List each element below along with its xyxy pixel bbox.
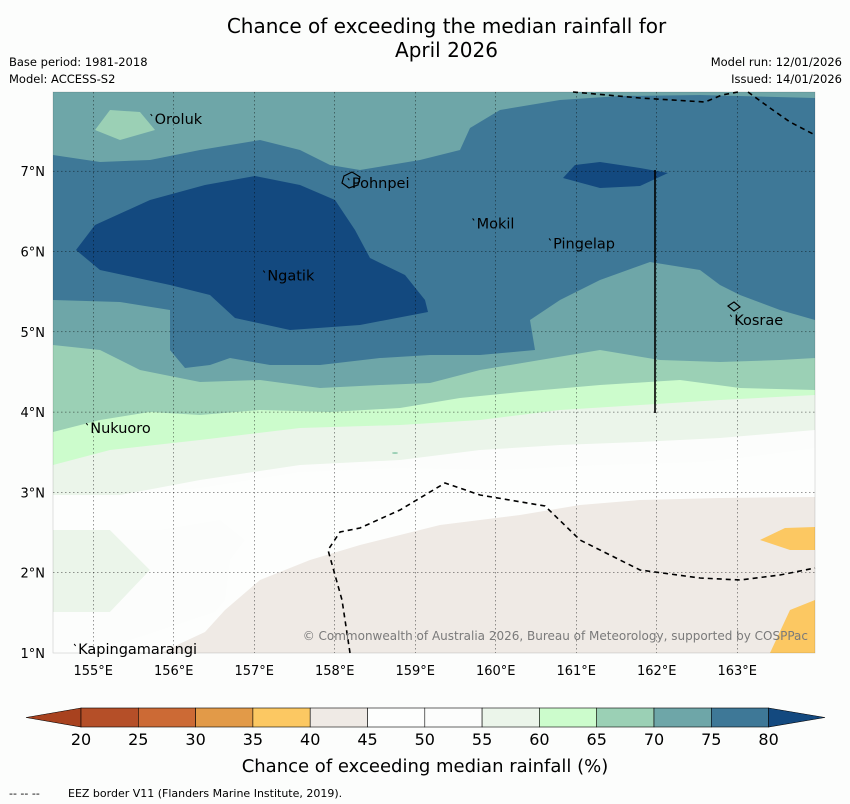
base-period: Base period: 1981-2018 bbox=[9, 55, 148, 69]
colorbar-segment bbox=[252, 707, 311, 728]
colorbar-segment bbox=[596, 707, 655, 728]
lon-tick-label: 162°E bbox=[637, 664, 677, 679]
copyright-credit: © Commonwealth of Australia 2026, Bureau… bbox=[303, 629, 808, 643]
colorbar: 20 25 30 35 40 45 50 55 60 65 70 75 80 bbox=[25, 707, 826, 749]
colorbar-tick-label: 75 bbox=[701, 730, 721, 749]
place-marker bbox=[347, 177, 350, 181]
colorbar-segment bbox=[80, 707, 139, 728]
colorbar-segment bbox=[138, 707, 196, 728]
colorbar-tick-label: 45 bbox=[357, 730, 377, 749]
contour-35-40-east bbox=[760, 527, 815, 550]
contour-above-80-west bbox=[76, 176, 428, 330]
place-label: Kapingamarangi bbox=[78, 642, 197, 658]
colorbar-tick-label: 65 bbox=[587, 730, 607, 749]
contour-speck bbox=[392, 452, 398, 454]
eez-legend-symbol: -- -- -- bbox=[9, 787, 40, 800]
place-label: Kosrae bbox=[734, 313, 783, 329]
place-label: Ngatik bbox=[267, 269, 315, 285]
colorbar-tick-label: 50 bbox=[415, 730, 435, 749]
lat-tick-label: 1°N bbox=[21, 647, 46, 662]
lat-tick-label: 7°N bbox=[21, 165, 46, 180]
place-marker bbox=[150, 113, 153, 117]
longitude-axis: 155°E 156°E 157°E 158°E 159°E 160°E 161°E 162°E… bbox=[73, 664, 757, 679]
title-line-1: Chance of exceeding the median rainfall … bbox=[226, 14, 667, 38]
map-title: Chance of exceeding the median rainfall … bbox=[0, 14, 850, 62]
colorbar-segment bbox=[309, 707, 368, 728]
lon-tick-label: 160°E bbox=[476, 664, 516, 679]
contour-65-70-oroluk bbox=[95, 110, 155, 140]
island-outlines bbox=[341, 171, 742, 312]
place-label: Oroluk bbox=[155, 112, 203, 128]
colorbar-segment bbox=[710, 707, 769, 728]
eez-border-northeast bbox=[747, 91, 816, 136]
place-marker bbox=[548, 238, 551, 241]
place-marker bbox=[85, 422, 89, 426]
colorbar-tick-label: 80 bbox=[758, 730, 778, 749]
latitude-axis: 1°N 2°N 3°N 4°N 5°N 6°N 7°N bbox=[21, 165, 46, 662]
place-marker bbox=[73, 643, 77, 647]
rainfall-contours bbox=[53, 92, 815, 653]
lat-tick-label: 4°N bbox=[21, 406, 46, 421]
lon-tick-label: 155°E bbox=[73, 664, 113, 679]
kosrae-outline bbox=[726, 301, 742, 312]
lon-tick-label: 159°E bbox=[395, 664, 435, 679]
lat-tick-label: 6°N bbox=[21, 246, 46, 261]
graticule bbox=[53, 92, 815, 653]
place-label: Pingelap bbox=[553, 236, 615, 252]
place-marker bbox=[729, 314, 733, 318]
colorbar-tick-label: 25 bbox=[128, 730, 148, 749]
colorbar-extend-low bbox=[25, 707, 82, 728]
colorbar-extend-high bbox=[768, 707, 826, 728]
lon-tick-label: 156°E bbox=[154, 664, 194, 679]
model-run: Model run: 12/01/2026 bbox=[710, 55, 842, 69]
pohnpei-outline bbox=[341, 171, 361, 189]
lon-tick-label: 161°E bbox=[556, 664, 596, 679]
contour-50-55-sw bbox=[53, 520, 245, 653]
colorbar-tick-label: 20 bbox=[71, 730, 91, 749]
colorbar-segment bbox=[539, 707, 598, 728]
title-line-2: April 2026 bbox=[395, 38, 498, 62]
map-frame bbox=[52, 91, 816, 654]
contour-40-45 bbox=[160, 497, 815, 653]
eez-border-south bbox=[327, 482, 816, 654]
colorbar-tick-label: 40 bbox=[300, 730, 320, 749]
lat-tick-label: 3°N bbox=[21, 486, 46, 501]
colorbar-segment bbox=[653, 707, 712, 728]
colorbar-title: Chance of exceeding median rainfall (%) bbox=[242, 756, 609, 777]
lon-tick-label: 157°E bbox=[234, 664, 274, 679]
contour-35-40-se bbox=[770, 600, 815, 653]
colorbar-segment bbox=[195, 707, 254, 728]
colorbar-tick-label: 70 bbox=[644, 730, 664, 749]
colorbar-segment bbox=[481, 707, 540, 728]
lat-tick-label: 2°N bbox=[21, 567, 46, 582]
place-labels: Oroluk Pohnpei Mokil Pingelap Ngatik Kosrae Nu… bbox=[73, 112, 783, 658]
lat-tick-label: 5°N bbox=[21, 326, 46, 341]
issued-date: Issued: 14/01/2026 bbox=[731, 72, 842, 86]
lon-tick-label: 158°E bbox=[315, 664, 355, 679]
place-marker bbox=[472, 218, 475, 221]
eez-legend-text: EEZ border V11 (Flanders Marine Institut… bbox=[68, 787, 342, 800]
meta-right: Model run: 12/01/2026 Issued: 14/01/2026 bbox=[711, 54, 842, 88]
colorbar-segment bbox=[424, 707, 483, 728]
colorbar-tick-label: 55 bbox=[472, 730, 492, 749]
lon-tick-label: 163°E bbox=[717, 664, 757, 679]
colorbar-tick-label: 60 bbox=[529, 730, 549, 749]
place-label: Nukuoro bbox=[90, 421, 151, 437]
meta-left: Base period: 1981-2018 Model: ACCESS-S2 bbox=[9, 54, 148, 88]
eez-borders bbox=[327, 91, 816, 654]
model-name: Model: ACCESS-S2 bbox=[9, 72, 116, 86]
colorbar-tick-label: 30 bbox=[185, 730, 205, 749]
colorbar-tick-label: 35 bbox=[243, 730, 263, 749]
contour-above-80-north bbox=[563, 162, 668, 188]
colorbar-segment bbox=[367, 707, 426, 728]
eez-border-north bbox=[572, 91, 739, 103]
contour-55-60-sw bbox=[53, 495, 150, 612]
place-marker bbox=[262, 270, 266, 273]
place-label: Mokil bbox=[477, 216, 515, 232]
place-label: Pohnpei bbox=[352, 176, 410, 192]
